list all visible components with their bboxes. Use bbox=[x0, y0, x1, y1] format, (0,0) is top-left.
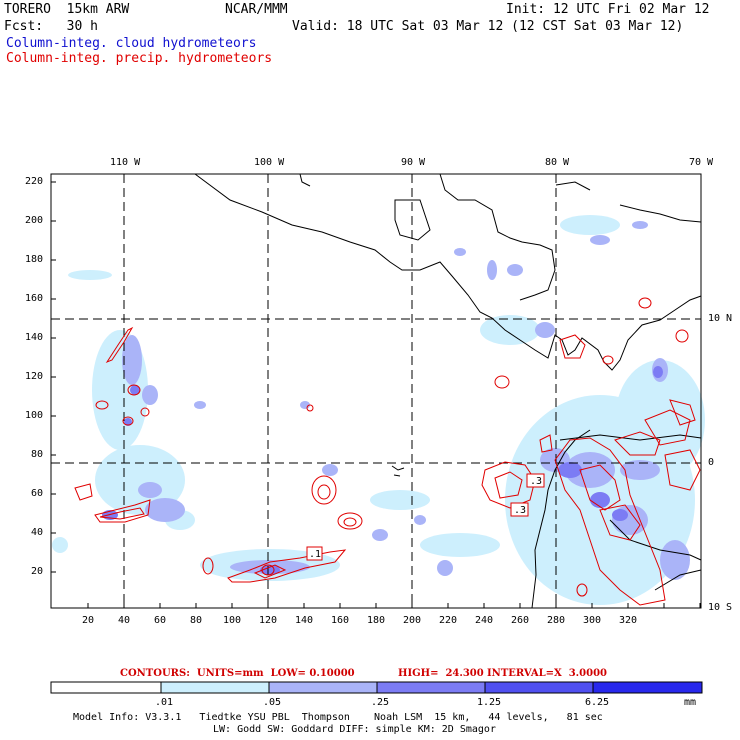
x-tick-240: 240 bbox=[475, 615, 494, 626]
y-tick-180: 180 bbox=[25, 254, 44, 265]
box-label-1: .1 bbox=[309, 549, 321, 560]
x-tick-200: 200 bbox=[403, 615, 422, 626]
coastlines bbox=[194, 173, 702, 609]
colorbar-label-4: 1.25 bbox=[477, 697, 502, 708]
contour-interval: INTERVAL=X 3.0000 bbox=[487, 668, 607, 679]
model-title: TORERO 15km ARW bbox=[4, 2, 130, 17]
contour-units: CONTOURS: UNITS=mm LOW= 0.10000 bbox=[120, 668, 355, 679]
center-title: NCAR/MMM bbox=[225, 2, 288, 17]
y-tick-100: 100 bbox=[25, 410, 44, 421]
lat-label-0: 0 bbox=[708, 457, 715, 468]
colorbar-label-2: .05 bbox=[263, 697, 282, 708]
x-tick-280: 280 bbox=[547, 615, 566, 626]
colorbar-label-3: .25 bbox=[371, 697, 390, 708]
model-info: Model Info: V3.3.1 Tiedtke YSU PBL Thomp… bbox=[73, 712, 603, 723]
x-tick-20: 20 bbox=[82, 615, 95, 626]
lat-label-10s: 10 S bbox=[708, 602, 733, 613]
lon-label-110w: 110 W bbox=[110, 157, 141, 168]
x-tick-80: 80 bbox=[190, 615, 203, 626]
y-tick-20: 20 bbox=[31, 566, 44, 577]
box-label-3: .3 bbox=[514, 505, 526, 516]
lon-label-90w: 90 W bbox=[401, 157, 426, 168]
lon-label-70w: 70 W bbox=[689, 157, 714, 168]
colorbar-label-1: .01 bbox=[155, 697, 174, 708]
field-label-cloud: Column-integ. cloud hydrometeors bbox=[6, 36, 257, 51]
x-tick-140: 140 bbox=[295, 615, 314, 626]
lon-label-80w: 80 W bbox=[545, 157, 570, 168]
lat-label-10n: 10 N bbox=[708, 313, 733, 324]
y-tick-160: 160 bbox=[25, 293, 44, 304]
y-tick-40: 40 bbox=[31, 527, 44, 538]
lon-label-100w: 100 W bbox=[254, 157, 285, 168]
x-tick-260: 260 bbox=[511, 615, 530, 626]
x-tick-220: 220 bbox=[439, 615, 458, 626]
forecast-hour: Fcst: 30 h bbox=[4, 19, 98, 34]
valid-time: Valid: 18 UTC Sat 03 Mar 12 (12 CST Sat … bbox=[292, 19, 684, 34]
init-time: Init: 12 UTC Fri 02 Mar 12 bbox=[506, 2, 710, 17]
contour-high: HIGH= 24.300 bbox=[398, 668, 484, 679]
model-physics: LW: Godd SW: Goddard DIFF: simple KM: 2D… bbox=[213, 724, 496, 735]
graticule bbox=[51, 174, 701, 608]
x-tick-100: 100 bbox=[223, 615, 242, 626]
x-tick-160: 160 bbox=[331, 615, 350, 626]
colorbar-label-5: 6.25 bbox=[585, 697, 610, 708]
y-tick-140: 140 bbox=[25, 332, 44, 343]
x-tick-40: 40 bbox=[118, 615, 131, 626]
y-tick-220: 220 bbox=[25, 176, 44, 187]
field-label-precip: Column-integ. precip. hydrometeors bbox=[6, 51, 273, 66]
y-tick-60: 60 bbox=[31, 488, 44, 499]
box-label-2: .3 bbox=[530, 476, 542, 487]
x-tick-320: 320 bbox=[619, 615, 638, 626]
x-tick-180: 180 bbox=[367, 615, 386, 626]
y-tick-120: 120 bbox=[25, 371, 44, 382]
x-tick-120: 120 bbox=[259, 615, 278, 626]
y-tick-80: 80 bbox=[31, 449, 44, 460]
colorbar-unit: mm bbox=[684, 697, 697, 708]
precip-contours bbox=[74, 297, 701, 606]
contour-box-labels: .1 .3 .3 bbox=[306, 473, 545, 561]
frame-ticks bbox=[51, 181, 701, 608]
y-tick-200: 200 bbox=[25, 215, 44, 226]
x-tick-60: 60 bbox=[154, 615, 167, 626]
x-tick-300: 300 bbox=[583, 615, 602, 626]
